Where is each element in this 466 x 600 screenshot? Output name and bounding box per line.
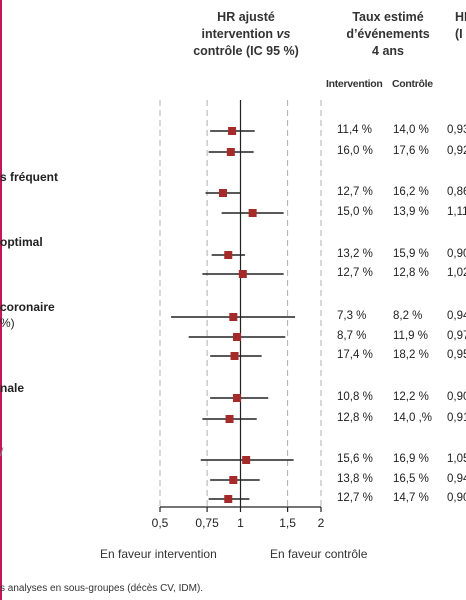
hr-title-line-3: contrôle (IC 95 %) (193, 44, 299, 58)
row-hr-value: 0,91 (447, 412, 466, 424)
hazard-ratio-marker (226, 148, 235, 156)
row-control-rate: 13,9 % (393, 206, 429, 218)
row-control-rate: 16,9 % (393, 453, 429, 465)
hr-right-title-line-1: HI (455, 10, 466, 24)
hr-title-line-2: intervention vs (172, 26, 320, 43)
row-intervention-rate: 17,4 % (337, 349, 373, 361)
row-control-rate: 18,2 % (393, 349, 429, 361)
row-control-rate: 14,0 % (393, 124, 429, 136)
footnote: s analyses en sous-groupes (décès CV, ID… (0, 583, 204, 594)
row-hr-value: 0,90 (447, 492, 466, 504)
hr-title-italic-vs: vs (276, 27, 291, 41)
row-control-rate: 15,9 % (393, 248, 429, 260)
col-control-header: Contrôle (392, 78, 433, 90)
row-control-rate: 17,6 % (393, 145, 429, 157)
row-intervention-rate: 12,7 % (337, 267, 373, 279)
hr-right-title-line-2: (I (455, 27, 463, 41)
row-hr-value: 1,02 (447, 267, 466, 279)
hazard-ratio-marker (224, 251, 233, 259)
hazard-ratio-marker (218, 189, 227, 197)
group-label: s fréquent (0, 170, 59, 184)
group-label: optimal (0, 235, 43, 249)
subgroup-fragment: / (0, 445, 4, 459)
x-tick-label: 1,5 (279, 516, 296, 530)
group-label: nale (0, 381, 25, 395)
hr-column-title: HR ajusté intervention vs contrôle (IC 9… (172, 9, 320, 60)
row-control-rate: 14,0 ,% (393, 412, 432, 424)
row-hr-value: 0,94 (447, 310, 466, 322)
favour-control-label: En faveur contrôle (270, 547, 368, 561)
row-intervention-rate: 13,2 % (337, 248, 373, 260)
row-control-rate: 11,9 % (393, 330, 428, 342)
group-label: coronaire (0, 300, 55, 314)
row-hr-value: 0,90 (447, 248, 466, 260)
row-hr-value: 0,86 (447, 186, 466, 198)
row-intervention-rate: 15,6 % (337, 453, 373, 465)
x-tick-label: 1 (237, 516, 244, 530)
x-tick-label: 0,5 (152, 516, 169, 530)
row-intervention-rate: 12,7 % (337, 186, 373, 198)
hazard-ratio-marker (238, 270, 247, 278)
x-tick-label: 0,75 (195, 516, 219, 530)
hazard-ratio-marker (242, 456, 251, 464)
favour-intervention-label: En faveur intervention (100, 547, 217, 561)
page-edge-accent (0, 0, 2, 600)
row-control-rate: 12,8 % (393, 267, 429, 279)
row-hr-value: 1,05 (447, 453, 466, 465)
hazard-ratio-marker (225, 415, 234, 423)
row-control-rate: 14,7 % (393, 492, 429, 504)
row-intervention-rate: 16,0 % (337, 145, 373, 157)
row-intervention-rate: 7,3 % (337, 310, 367, 322)
row-hr-value: 0,92 (447, 145, 466, 157)
rate-column-title: Taux estimé d’événements 4 ans (336, 9, 440, 60)
hazard-ratio-marker (228, 127, 237, 135)
subgroup-fragment: %) (0, 316, 15, 330)
col-intervention-header: Intervention (326, 78, 383, 90)
hr-title-line-2-text: intervention vs (201, 27, 291, 41)
rate-title-line-3: 4 ans (372, 44, 404, 58)
hazard-ratio-marker (224, 495, 233, 503)
row-control-rate: 16,5 % (393, 473, 429, 485)
row-control-rate: 8,2 % (393, 310, 423, 322)
row-intervention-rate: 12,8 % (337, 412, 373, 424)
row-intervention-rate: 15,0 % (337, 206, 373, 218)
row-control-rate: 12,2 % (393, 391, 429, 403)
row-control-rate: 16,2 % (393, 186, 429, 198)
rate-title-line-1: Taux estimé (352, 10, 424, 24)
row-hr-value: 0,97 (447, 330, 466, 342)
row-intervention-rate: 12,7 % (337, 492, 373, 504)
row-intervention-rate: 11,4 % (337, 124, 372, 136)
x-tick-label: 2 (318, 516, 325, 530)
hazard-ratio-marker (248, 209, 257, 217)
hazard-ratio-marker (229, 476, 238, 484)
row-hr-value: 0,95 (447, 349, 466, 361)
hr-right-column-title: HI (I (455, 9, 466, 43)
rate-title-line-2: d’événements (346, 27, 430, 41)
hazard-ratio-marker (232, 394, 241, 402)
row-hr-value: 1,11 (447, 206, 466, 218)
row-hr-value: 0,90 (447, 391, 466, 403)
hr-title-line-1: HR ajusté (217, 10, 275, 24)
row-intervention-rate: 10,8 % (337, 391, 373, 403)
row-hr-value: 0,94 (447, 473, 466, 485)
hazard-ratio-marker (229, 313, 238, 321)
row-intervention-rate: 8,7 % (337, 330, 367, 342)
row-hr-value: 0,93 (447, 124, 466, 136)
row-intervention-rate: 13,8 % (337, 473, 373, 485)
hazard-ratio-marker (230, 352, 239, 360)
hazard-ratio-marker (232, 333, 241, 341)
